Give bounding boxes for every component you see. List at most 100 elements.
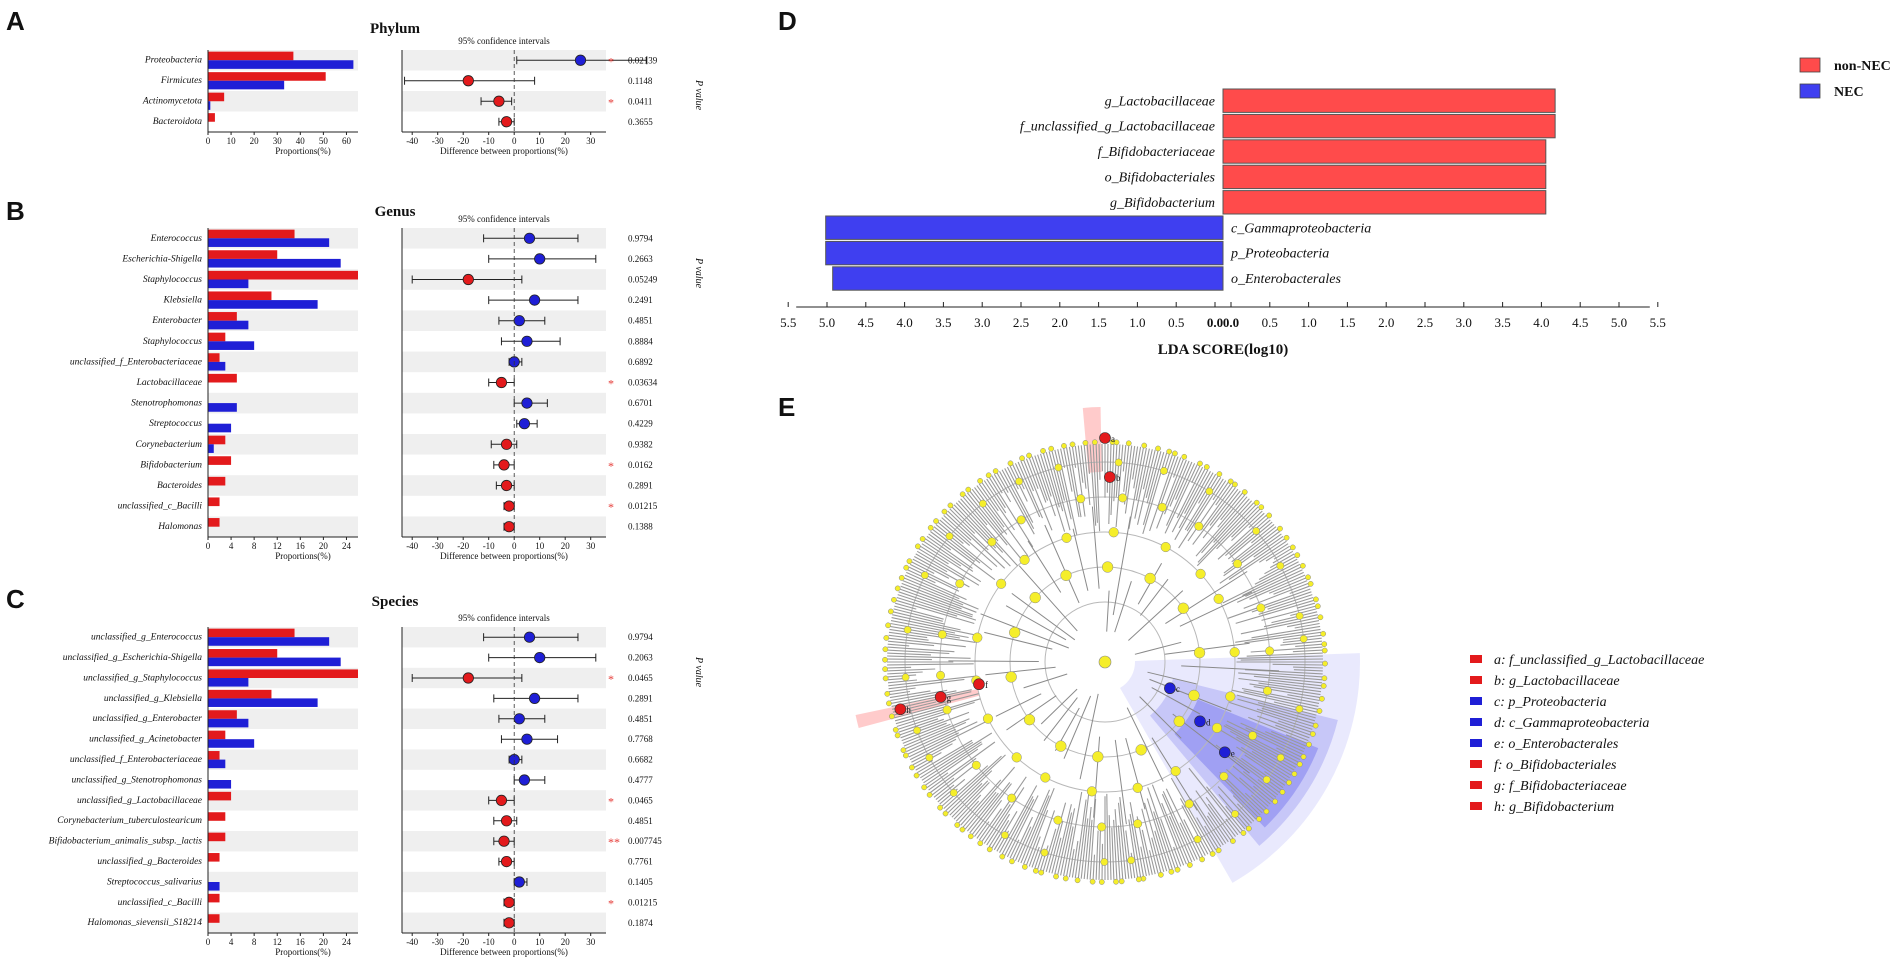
leaf-node: [902, 752, 909, 759]
diff-point: [500, 815, 513, 827]
leaf-node: [999, 853, 1006, 860]
lda-tick-label: 4.5: [858, 315, 874, 330]
bar-nec: [208, 258, 341, 268]
leaf-node: [1174, 866, 1181, 873]
leaf-node: [1263, 808, 1270, 815]
left-tick-label: 24: [342, 541, 352, 551]
bar-nec: [208, 101, 211, 110]
right-tick-label: 10: [535, 937, 545, 947]
leaf-node: [888, 608, 894, 615]
leaf-node: [1283, 534, 1290, 541]
clade-node: [1170, 766, 1181, 777]
p-value: 0.01215: [628, 501, 658, 511]
leaf-node: [914, 543, 921, 550]
diff-point: [523, 232, 536, 244]
left-tick-label: 30: [273, 136, 283, 146]
panel-e-cladogram: a b c d e f g h a: f_unclassified_g_Lactobacilla…: [855, 407, 1704, 885]
bar-nec: [208, 718, 249, 728]
root-node: [1098, 655, 1112, 669]
p-value: 0.2891: [628, 693, 653, 703]
lda-tick-label: 5.5: [1650, 315, 1666, 330]
bar-nec: [208, 780, 232, 789]
diff-point: [495, 794, 508, 807]
p-value: 0.4851: [628, 316, 653, 326]
clade-node: [972, 632, 983, 643]
clade-node: [982, 713, 994, 724]
clade-node: [1040, 772, 1051, 783]
p-value: 0.4851: [628, 816, 653, 826]
lda-bar-non-nec: [1222, 164, 1547, 190]
leaf-node: [1155, 445, 1161, 452]
leaf-node: [985, 472, 992, 479]
row-band: [208, 434, 358, 455]
leaf-node: [1216, 471, 1223, 477]
biomarker-node: [894, 703, 907, 716]
panel-letter-b: B: [6, 196, 25, 226]
row-band: [402, 871, 606, 893]
leaf-node: [1300, 753, 1307, 760]
right-tick-label: -40: [406, 136, 418, 146]
leaf-node: [888, 713, 895, 720]
clade-node: [949, 788, 958, 797]
lda-tick-label: 4.0: [1533, 315, 1549, 330]
leaf-node: [1082, 440, 1089, 446]
leaf-node: [1209, 851, 1216, 857]
lda-bar-label: p_Proteobacteria: [1230, 247, 1329, 262]
leaf-node: [1166, 448, 1173, 455]
leaf-node: [1296, 761, 1303, 768]
leaf-node: [1286, 779, 1292, 786]
biomarker-node: [1104, 471, 1116, 483]
leaf-node: [1135, 876, 1142, 883]
leaf-node: [1199, 856, 1205, 863]
right-tick-label: -10: [483, 937, 495, 947]
right-tick-label: -30: [432, 136, 444, 146]
biomarker-node-label: h: [906, 705, 911, 715]
clade-node: [971, 760, 981, 770]
leaf-node: [1230, 838, 1236, 844]
clade-node: [1001, 831, 1009, 840]
leaf-node: [882, 666, 888, 672]
bar-nec: [208, 320, 249, 330]
leaf-node: [1321, 675, 1328, 682]
leaf-node: [891, 596, 897, 603]
leaf-node: [1215, 847, 1222, 854]
right-tick-label: -20: [457, 136, 469, 146]
bar-non-nec: [208, 518, 220, 527]
lda-tick-label: 1.5: [1339, 315, 1355, 330]
taxon-label: Bacteroides: [157, 481, 202, 491]
clade-node: [1005, 671, 1017, 683]
bar-non-nec: [208, 312, 237, 321]
right-tick-label: -10: [483, 136, 495, 146]
leaf-node: [1040, 448, 1046, 454]
row-band: [402, 351, 606, 373]
lda-tick-label: 1.5: [1090, 315, 1106, 330]
right-tick-label: 0: [512, 136, 517, 146]
lda-bar-label: o_Bifidobacteriales: [1105, 170, 1216, 185]
leaf-node: [1294, 552, 1301, 558]
left-tick-label: 4: [229, 937, 234, 947]
panel-letter-d: D: [778, 6, 797, 36]
diff-point: [462, 75, 474, 87]
right-tick-label: -10: [483, 541, 495, 551]
cladogram-legend-label: d: c_Gammaproteobacteria: [1494, 716, 1649, 731]
lda-tick-label: 0.5: [1262, 315, 1278, 330]
bar-non-nec: [208, 435, 226, 445]
leaf-node: [1317, 614, 1324, 621]
bar-non-nec: [208, 497, 220, 507]
bar-non-nec: [208, 270, 358, 280]
significance-star: *: [608, 377, 614, 391]
p-value: 0.2063: [628, 653, 653, 663]
row-band: [402, 50, 606, 71]
ci-title: 95% confidence intervals: [458, 214, 550, 224]
leaf-node: [1253, 499, 1260, 506]
taxon-label: Actinomycetota: [142, 97, 202, 107]
lda-bar-label: g_Lactobacillaceae: [1105, 94, 1215, 109]
leaf-node: [1307, 580, 1314, 587]
left-tick-label: 12: [273, 541, 282, 551]
clade-node: [1086, 786, 1097, 797]
clade-node: [1114, 458, 1123, 467]
taxon-label: unclassified_g_Acinetobacter: [89, 734, 202, 745]
diff-point: [513, 713, 525, 725]
clade-node: [1157, 502, 1167, 512]
taxon-label: Escherichia-Shigella: [121, 254, 202, 264]
